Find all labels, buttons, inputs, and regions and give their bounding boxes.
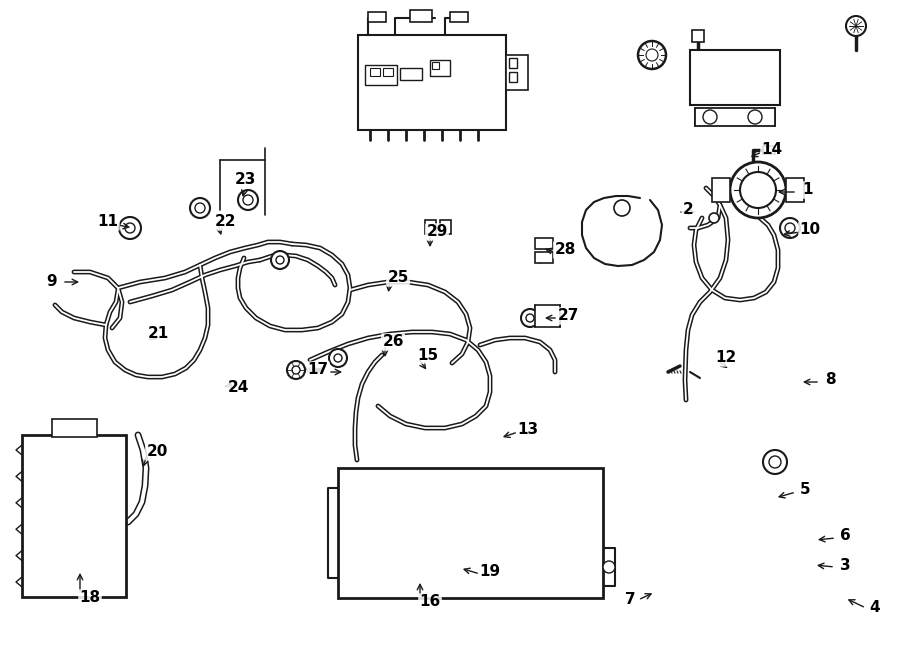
Bar [509,72,517,82]
Text: 8: 8 [824,373,835,387]
Circle shape [780,218,800,238]
Bar [440,220,451,234]
Text: 7: 7 [625,592,635,608]
Bar [712,178,730,202]
Bar [509,58,517,68]
Bar [763,146,775,154]
Text: 25: 25 [387,271,409,285]
Text: 24: 24 [228,381,248,395]
Circle shape [329,349,347,367]
Text: 21: 21 [148,326,168,342]
Bar [535,252,553,263]
Text: 2: 2 [682,203,693,218]
Text: 1: 1 [803,183,814,197]
Circle shape [846,16,866,36]
Text: 17: 17 [308,363,328,377]
Text: 18: 18 [79,591,101,606]
Text: 14: 14 [761,142,783,158]
Text: 23: 23 [234,173,256,187]
Text: 4: 4 [869,600,880,616]
Bar [52,419,97,437]
Text: 3: 3 [840,557,850,573]
Bar [365,65,397,85]
Circle shape [603,561,615,573]
Bar [786,178,804,202]
Circle shape [521,309,539,327]
Bar [430,60,450,76]
Bar [358,35,506,130]
Bar [692,30,704,42]
Text: 19: 19 [480,565,500,579]
Circle shape [709,213,719,223]
Circle shape [271,251,289,269]
Circle shape [703,110,717,124]
Text: 12: 12 [716,350,736,365]
Text: 20: 20 [147,444,167,459]
Circle shape [769,456,781,468]
Text: 22: 22 [214,214,236,230]
Bar [432,62,439,69]
Circle shape [646,49,658,61]
Text: 16: 16 [419,594,441,610]
Circle shape [119,217,141,239]
Bar [338,468,603,598]
Circle shape [334,354,342,362]
Circle shape [287,361,305,379]
Text: 26: 26 [382,334,404,350]
Circle shape [243,195,253,205]
Bar [690,50,780,105]
Circle shape [125,223,135,233]
Bar [370,68,380,76]
Text: 5: 5 [800,483,810,498]
Text: 27: 27 [557,308,579,324]
Circle shape [190,198,210,218]
Circle shape [730,162,786,218]
Circle shape [614,200,630,216]
Circle shape [195,203,205,213]
Text: 6: 6 [840,528,850,542]
Circle shape [748,110,762,124]
Text: 11: 11 [97,214,119,230]
Circle shape [740,172,776,208]
Circle shape [763,450,787,474]
Bar [535,238,553,249]
Bar [695,108,775,126]
Text: 9: 9 [47,275,58,289]
Text: 15: 15 [418,348,438,363]
Circle shape [292,366,300,374]
Text: 29: 29 [427,224,447,240]
Circle shape [238,190,258,210]
Bar [450,12,468,22]
Bar [400,68,422,80]
Text: 13: 13 [518,422,538,438]
Text: 28: 28 [554,242,576,258]
Bar [368,12,386,22]
Text: 10: 10 [799,222,821,238]
Circle shape [638,41,666,69]
Circle shape [276,256,284,264]
Bar [425,220,436,234]
Bar [535,305,560,327]
Circle shape [785,223,795,233]
Bar [22,435,126,597]
Bar [410,10,432,22]
Bar [506,55,528,90]
Bar [383,68,393,76]
Circle shape [526,314,534,322]
